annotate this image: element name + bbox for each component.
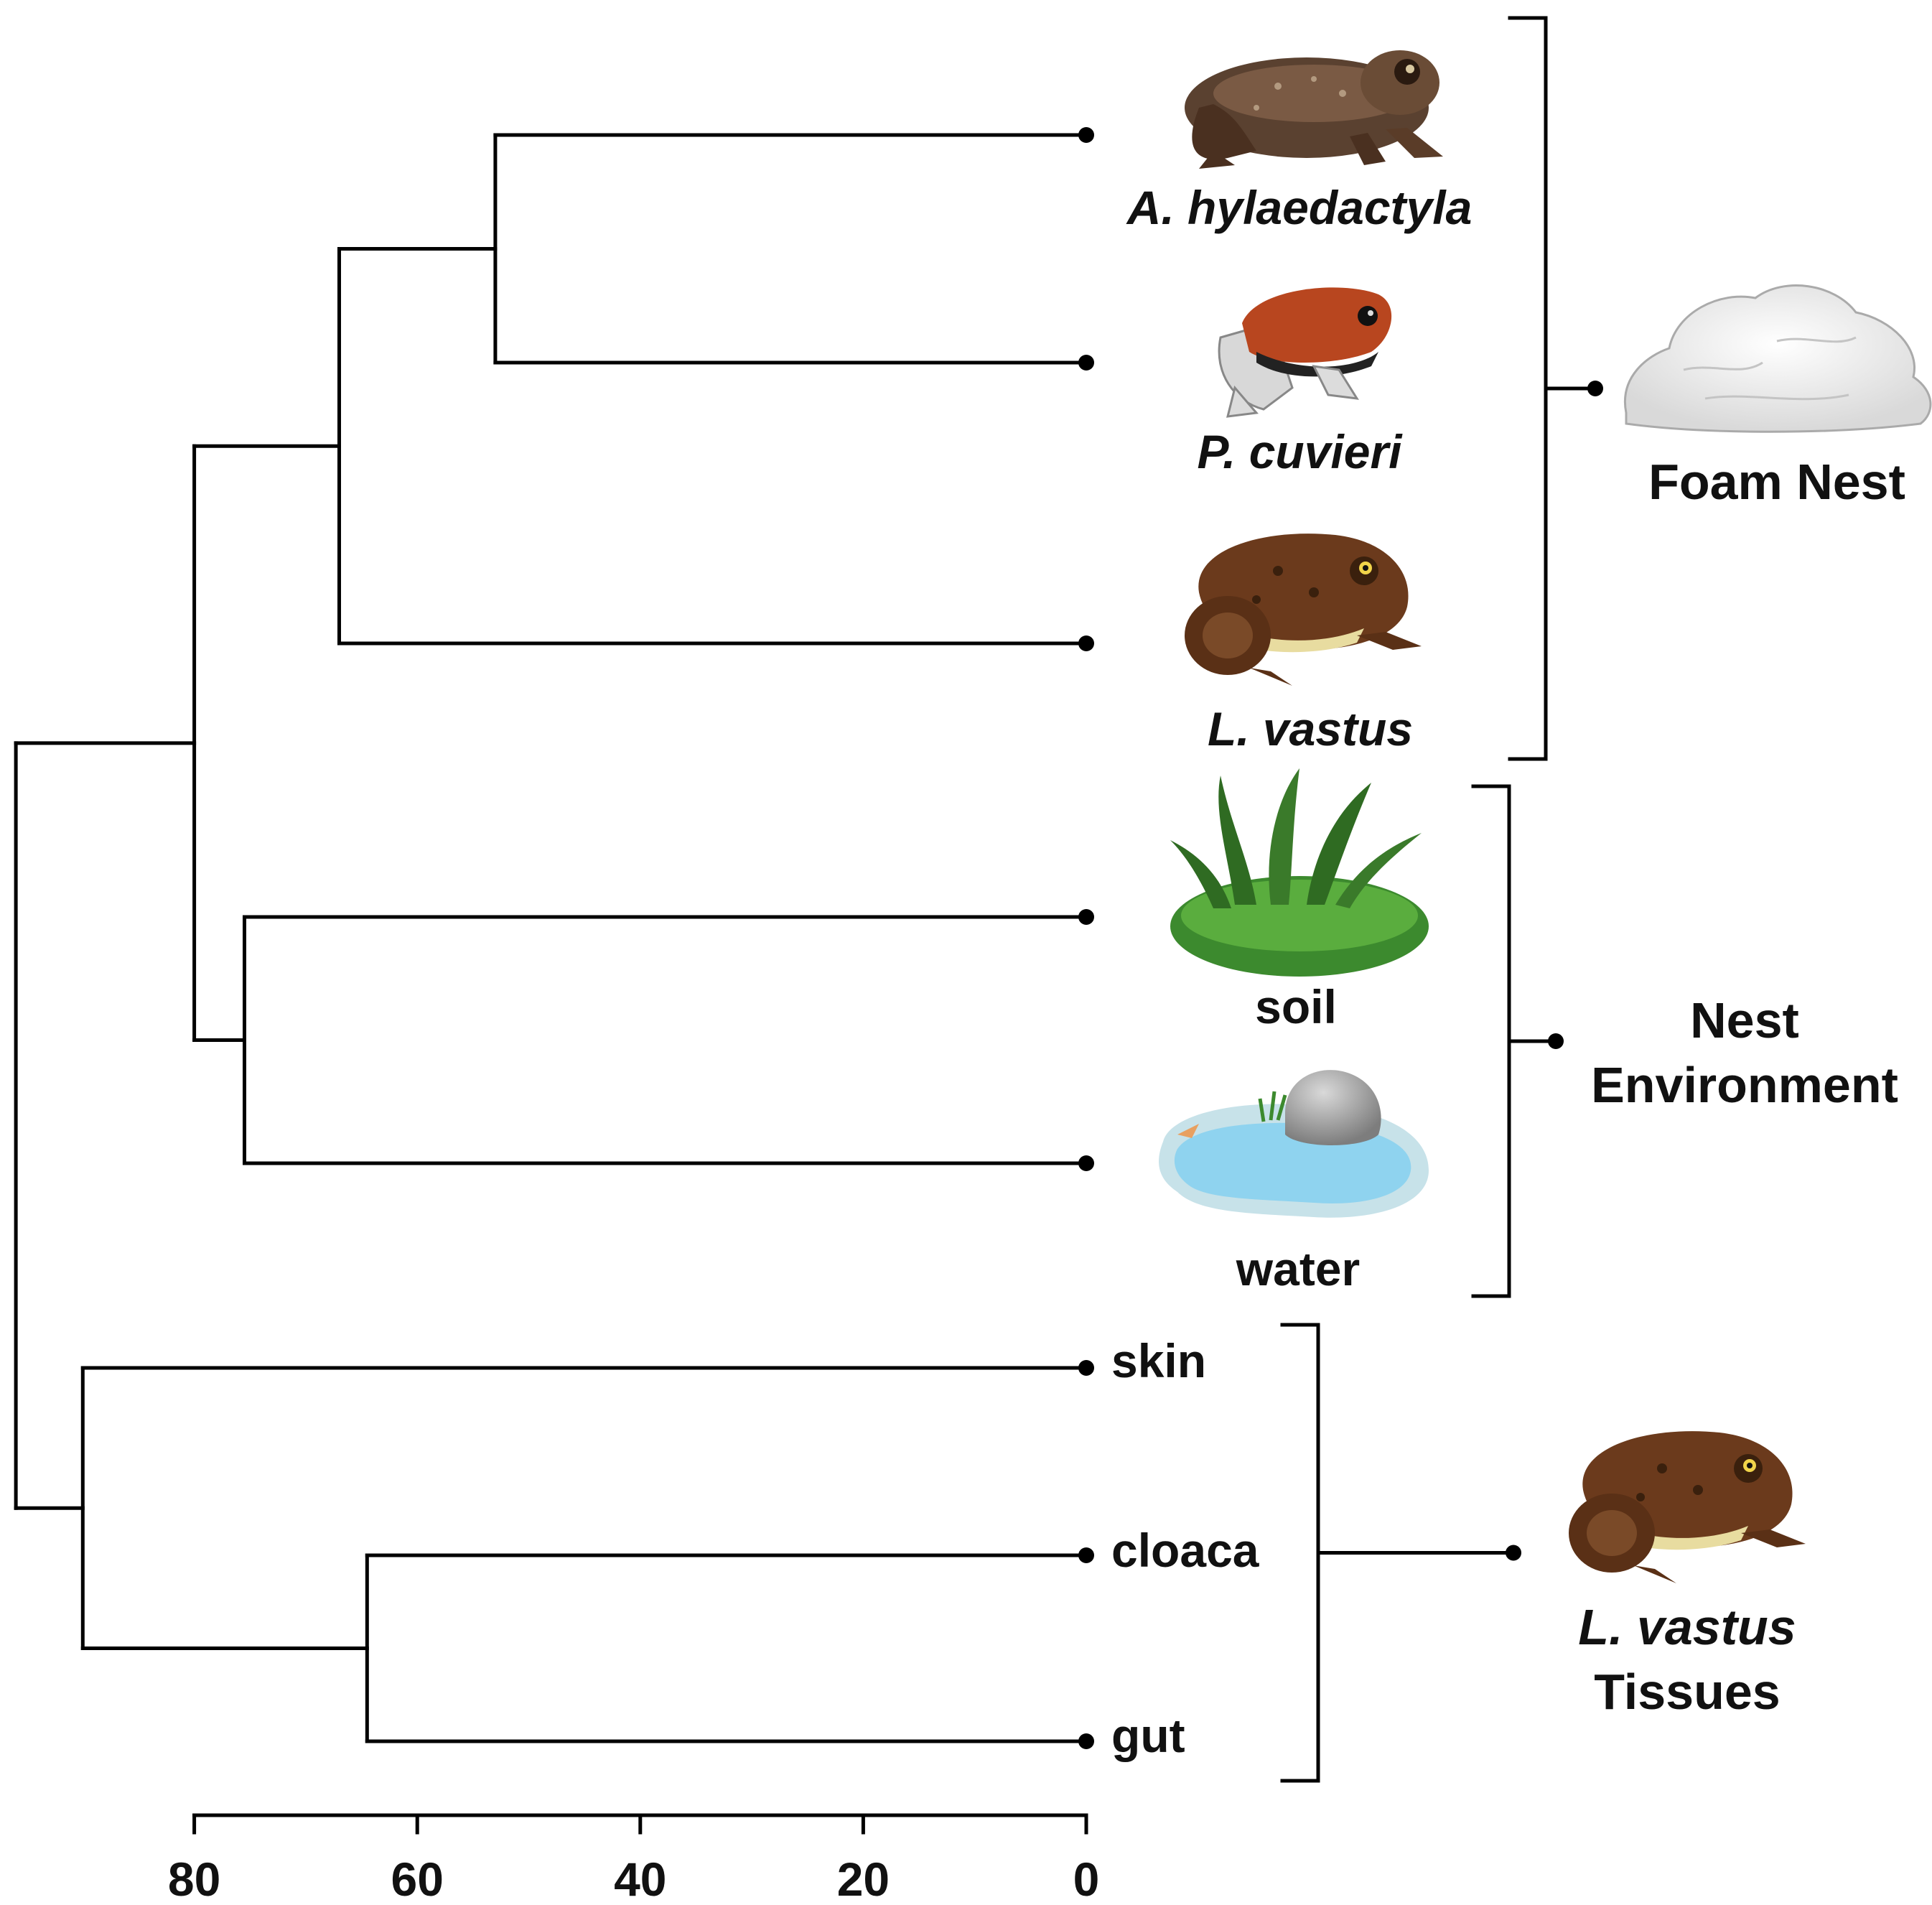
leaf-label: L. vastus xyxy=(1208,702,1413,755)
group-dot xyxy=(1506,1545,1521,1561)
group-dot xyxy=(1587,381,1603,396)
axis-tick-label: 0 xyxy=(1073,1853,1100,1901)
leaf-label: skin xyxy=(1111,1334,1206,1387)
leaf-label: soil xyxy=(1255,980,1337,1033)
axis-tick-label: 80 xyxy=(168,1853,220,1901)
group-dot xyxy=(1548,1033,1564,1049)
group-bracket xyxy=(1508,16,1548,761)
group-bracket xyxy=(1280,1323,1320,1783)
group-label: L. vastus xyxy=(1578,1599,1796,1655)
group-label: Foam Nest xyxy=(1648,454,1905,510)
brown-frog-icon xyxy=(1185,534,1422,686)
leaf-label: water xyxy=(1236,1242,1360,1295)
group-bracket xyxy=(1471,784,1511,1298)
brown-frog-icon xyxy=(1569,1431,1806,1583)
pond-icon xyxy=(1159,1070,1429,1218)
axis-tick-label: 40 xyxy=(614,1853,666,1901)
group-label: Environment xyxy=(1591,1057,1898,1113)
leaf-label: A. hylaedactyla xyxy=(1126,181,1473,234)
leaf-label: P. cuvieri xyxy=(1198,425,1404,478)
grass-icon xyxy=(1170,768,1429,977)
group-label: Nest xyxy=(1690,992,1799,1048)
axis-tick-label: 60 xyxy=(391,1853,443,1901)
group-brackets: Foam Nest Nest Environment L. vastus Tissues xyxy=(1280,16,1905,1783)
axis-tick-label: 20 xyxy=(837,1853,890,1901)
leaf-label: cloaca xyxy=(1111,1524,1260,1577)
leaf-label: gut xyxy=(1111,1709,1185,1762)
distance-axis: 80 60 40 20 0 xyxy=(168,1813,1100,1905)
red-frog-icon xyxy=(1218,287,1392,418)
leaf-labels: A. hylaedactyla P. cuvieri L. vastus soil wa… xyxy=(1111,181,1472,1762)
group-label: Tissues xyxy=(1594,1664,1780,1720)
dendrogram-tree xyxy=(14,127,1094,1749)
toad-icon xyxy=(1185,50,1443,169)
foam-icon xyxy=(1624,284,1932,433)
